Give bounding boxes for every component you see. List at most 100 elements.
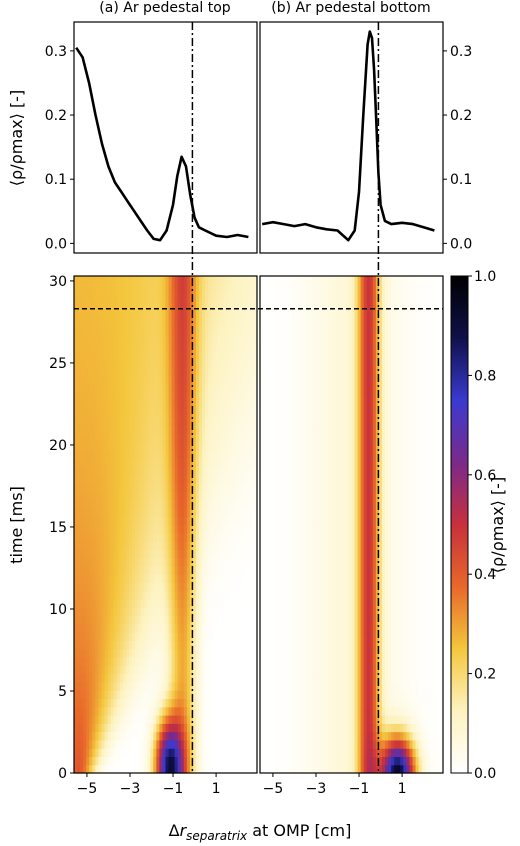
heatmap-cell <box>156 582 160 592</box>
heatmap-cell <box>141 698 145 708</box>
heatmap-cell <box>113 541 118 550</box>
heatmap-cell <box>131 300 136 310</box>
heatmap-cell <box>98 499 103 509</box>
heatmap-cell <box>101 532 106 542</box>
heatmap-cell <box>189 731 194 741</box>
heatmap-cell <box>125 284 130 294</box>
heatmap-cell <box>217 483 221 492</box>
heatmap-cell <box>174 391 179 401</box>
heatmap-cell <box>86 458 90 468</box>
heatmap-cell <box>174 706 179 716</box>
heatmap-cell <box>202 681 206 691</box>
heatmap-cell <box>177 756 182 766</box>
heatmap-cell <box>122 748 127 758</box>
heatmap-cell <box>211 342 215 352</box>
heatmap-cell <box>180 441 185 451</box>
heatmap-cell <box>119 441 124 451</box>
heatmap-cell <box>77 748 81 758</box>
heatmap-cell <box>83 632 87 642</box>
heatmap-cell <box>144 657 148 666</box>
heatmap-cell <box>186 657 191 666</box>
heatmap-cell <box>89 466 93 476</box>
heatmap-cell <box>104 317 109 327</box>
heatmap-cell <box>141 458 145 468</box>
heatmap-cell <box>131 590 136 600</box>
heatmap-cell <box>113 391 118 401</box>
heatmap-cell <box>147 590 151 600</box>
heatmap-cell <box>174 383 179 393</box>
heatmap-cell <box>138 673 142 683</box>
heatmap-cell <box>162 698 167 708</box>
heatmap-cell <box>131 681 136 691</box>
heatmap-cell <box>101 458 106 468</box>
heatmap-cell <box>122 483 127 492</box>
heatmap-cell <box>150 565 154 575</box>
heatmap-cell <box>174 590 179 600</box>
heatmap-cell <box>138 317 142 327</box>
heatmap-cell <box>98 400 103 410</box>
heatmap-cell <box>208 433 212 443</box>
heatmap-cell <box>104 441 109 451</box>
heatmap-cell <box>186 441 191 451</box>
heatmap-cell <box>202 516 206 526</box>
heatmap-cell <box>208 541 212 550</box>
heatmap-cell <box>101 615 106 625</box>
heatmap-cell <box>174 433 179 443</box>
heatmap-cell <box>202 276 206 285</box>
heatmap-cell <box>217 739 221 749</box>
heatmap-cell <box>168 524 173 534</box>
heatmap-cell <box>186 367 191 376</box>
heatmap-cell <box>174 541 179 550</box>
heatmap-cell <box>156 507 160 517</box>
heatmap-cell <box>192 449 197 459</box>
heatmap-cell <box>153 317 157 327</box>
heatmap-cell <box>110 524 115 534</box>
heatmap-cell <box>101 516 106 526</box>
heatmap-cell <box>205 541 209 550</box>
heatmap-cell <box>159 739 164 749</box>
heatmap-cell <box>104 358 109 368</box>
heatmap-cell <box>128 375 133 385</box>
heatmap-cell <box>98 425 103 434</box>
heatmap-cell <box>196 541 200 550</box>
heatmap-cell <box>180 292 185 302</box>
heatmap-cell <box>95 367 99 376</box>
heatmap-cell <box>205 549 209 559</box>
heatmap-cell <box>153 342 157 352</box>
heatmap-cell <box>211 524 215 534</box>
heatmap-cell <box>89 342 93 352</box>
heatmap-cell <box>86 557 90 567</box>
heatmap-cell <box>208 681 212 691</box>
heatmap-cell <box>83 599 87 608</box>
heatmap-cell <box>192 507 197 517</box>
heatmap-cell <box>162 516 167 526</box>
heatmap-cell <box>147 499 151 509</box>
heatmap-cell <box>116 516 121 526</box>
heatmap-cell <box>92 466 96 476</box>
heatmap-cell <box>177 491 182 501</box>
heatmap-cell <box>196 317 200 327</box>
heatmap-cell <box>165 748 170 758</box>
heatmap-cell <box>113 657 118 666</box>
heatmap-cell <box>122 582 127 592</box>
heatmap-cell <box>131 706 136 716</box>
heatmap-cell <box>80 375 84 385</box>
heatmap-cell <box>153 441 157 451</box>
heatmap-cell <box>180 408 185 418</box>
heatmap-cell <box>122 516 127 526</box>
heatmap-cell <box>138 541 142 550</box>
heatmap-cell <box>125 408 130 418</box>
heatmap-cell <box>217 507 221 517</box>
heatmap-cell <box>186 607 191 617</box>
heatmap-cell <box>107 574 112 584</box>
heatmap-cell <box>86 342 90 352</box>
heatmap-cell <box>74 416 78 426</box>
heatmap-cell <box>104 673 109 683</box>
heatmap-cell <box>125 474 130 484</box>
heatmap-cell <box>177 599 182 608</box>
heatmap-cell <box>104 715 109 724</box>
heatmap-cell <box>98 333 103 343</box>
heatmap-cell <box>89 632 93 642</box>
heatmap-cell <box>214 623 218 633</box>
heatmap-cell <box>119 276 124 285</box>
